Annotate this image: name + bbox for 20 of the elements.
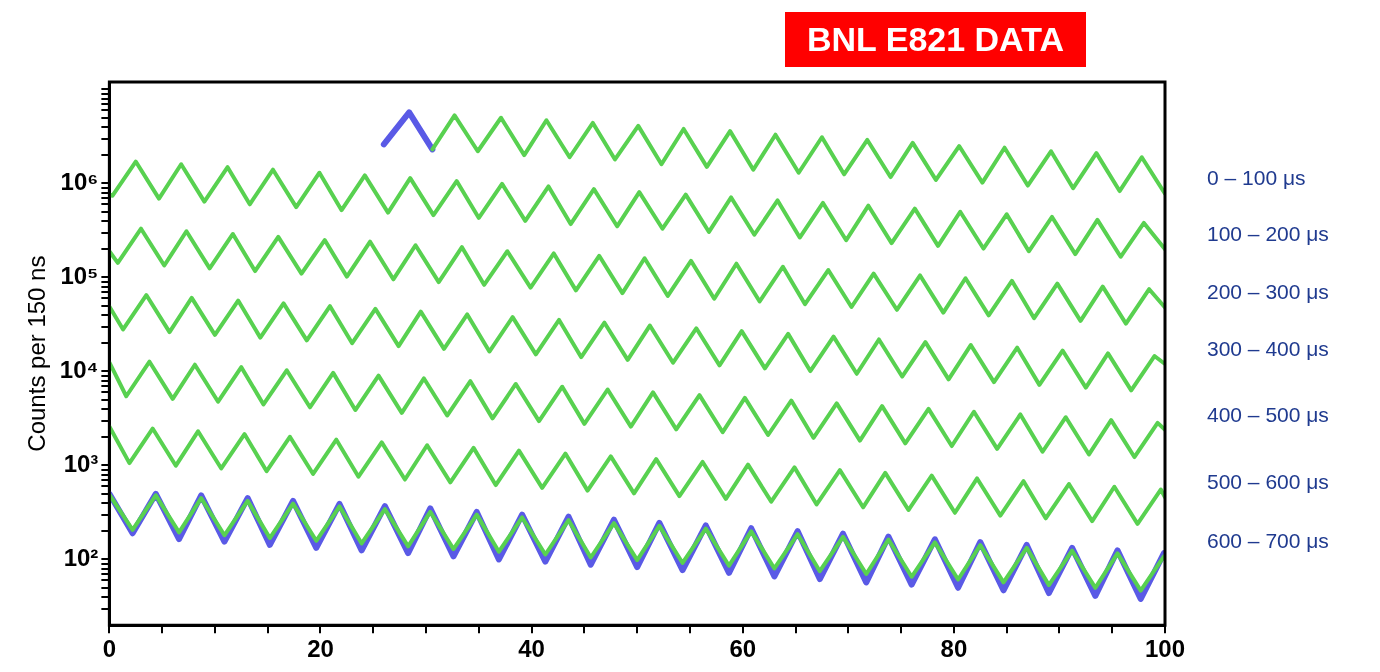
- text: 300 – 400 μs: [1207, 336, 1329, 360]
- x-tick-label: 80: [940, 635, 968, 663]
- text: 0 – 100 μs: [1207, 166, 1306, 190]
- y-tick-label: 10⁶: [60, 168, 99, 196]
- x-tick-label: 100: [1144, 635, 1186, 663]
- y-tick-label: 10³: [63, 450, 99, 478]
- y-axis-title: Counts per 150 ns: [23, 255, 51, 452]
- x-tick-label: 20: [307, 635, 334, 663]
- text: 600 – 700 μs: [1207, 529, 1329, 553]
- text: 500 – 600 μs: [1207, 469, 1329, 493]
- text: BNL E821 DATA: [785, 12, 1086, 67]
- y-tick-label: 10⁵: [60, 262, 99, 290]
- x-tick-label: 60: [729, 635, 757, 663]
- text: 400 – 500 μs: [1207, 402, 1329, 426]
- y-tick-label: 10²: [63, 544, 99, 572]
- text: 100 – 200 μs: [1207, 221, 1329, 245]
- y-tick-label: 10⁴: [59, 356, 99, 384]
- x-tick-label: 40: [518, 635, 545, 663]
- text: 200 – 300 μs: [1207, 280, 1329, 304]
- x-tick-label: 0: [102, 635, 117, 663]
